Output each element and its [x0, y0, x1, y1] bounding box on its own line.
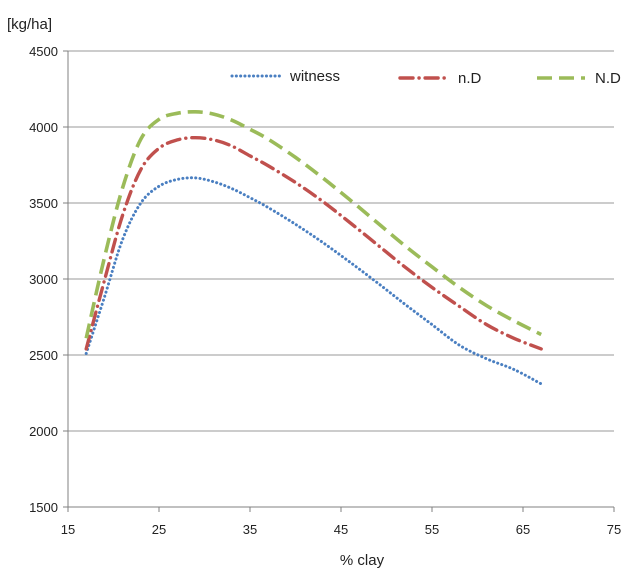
- x-tick-label: 25: [152, 522, 166, 537]
- legend-label-0: witness: [289, 68, 340, 85]
- x-tick-label: 65: [516, 522, 530, 537]
- y-tick-label: 3500: [29, 196, 58, 211]
- x-tick-label: 15: [61, 522, 75, 537]
- series-line-0: [84, 176, 543, 386]
- y-tick-label: 3000: [29, 272, 58, 287]
- y-tick-label: 2500: [29, 348, 58, 363]
- legend: witness n.D N.D: [230, 68, 621, 87]
- gridlines: [68, 50, 614, 432]
- x-tick-label: 45: [334, 522, 348, 537]
- x-tick-labels: 15 25 35 45 55 65 75: [61, 522, 621, 537]
- axes: [63, 50, 615, 512]
- y-tick-label: 4500: [29, 44, 58, 59]
- legend-label-2: N.D: [595, 70, 621, 87]
- y-tick-label: 1500: [29, 500, 58, 515]
- y-axis-title: [kg/ha]: [7, 16, 52, 33]
- x-tick-label: 55: [425, 522, 439, 537]
- series-lines: [84, 109, 543, 386]
- series-line-1: [84, 135, 543, 351]
- series-line-2: [84, 109, 543, 339]
- legend-label-1: n.D: [458, 70, 482, 87]
- y-tick-label: 2000: [29, 424, 58, 439]
- x-tick-label: 75: [607, 522, 621, 537]
- y-tick-label: 4000: [29, 120, 58, 135]
- x-axis-title: % clay: [340, 552, 385, 569]
- y-tick-labels: 1500 2000 2500 3000 3500 4000 4500: [29, 44, 58, 515]
- x-tick-label: 35: [243, 522, 257, 537]
